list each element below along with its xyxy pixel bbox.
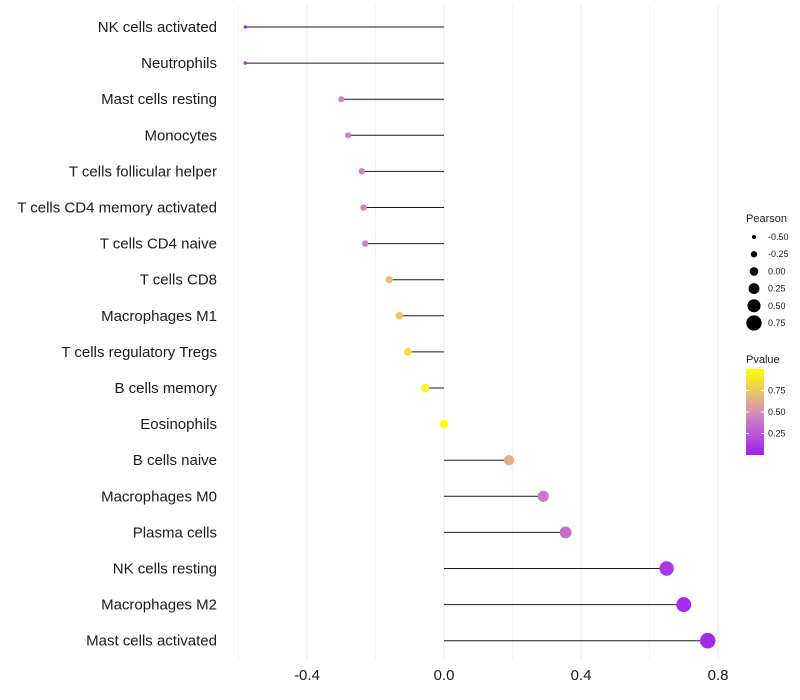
lollipop-point xyxy=(243,25,248,29)
lollipop-point xyxy=(421,383,430,393)
lollipop-point xyxy=(503,455,515,466)
pearson-legend-label: 0.00 xyxy=(768,266,786,276)
pearson-legend-key xyxy=(746,315,762,331)
category-label: Eosinophils xyxy=(140,416,217,433)
x-tick-label: 0.4 xyxy=(571,667,592,684)
category-label: NK cells activated xyxy=(98,19,217,36)
pvalue-legend: Pvalue 0.25 0.50 0.75 xyxy=(746,354,786,455)
category-labels: NK cells activated Neutrophils Mast cells … xyxy=(17,19,217,650)
lollipop-point xyxy=(345,132,352,139)
category-label: NK cells resting xyxy=(113,561,217,578)
lollipop-point xyxy=(404,348,412,356)
category-label: Mast cells resting xyxy=(101,91,217,108)
category-label: Macrophages M1 xyxy=(101,308,217,325)
category-label: T cells follicular helper xyxy=(69,163,217,180)
category-label: B cells naive xyxy=(133,452,217,469)
category-label: B cells memory xyxy=(114,380,217,397)
pearson-legend-key xyxy=(751,234,757,240)
pvalue-colorbar xyxy=(746,369,764,455)
pvalue-legend-label: 0.50 xyxy=(768,407,786,417)
x-tick-label: 0.8 xyxy=(708,667,729,684)
category-label: Macrophages M0 xyxy=(101,488,217,505)
lollipop-point xyxy=(360,204,367,211)
x-tick-label: 0.0 xyxy=(434,667,455,684)
pearson-legend-key xyxy=(750,251,758,258)
lollipop-point xyxy=(338,96,345,103)
lollipop-point xyxy=(559,526,572,539)
lollipop-point xyxy=(395,312,404,320)
pvalue-legend-label: 0.25 xyxy=(768,429,786,439)
pearson-legend-label: 0.75 xyxy=(768,318,786,328)
pearson-legend: Pearson -0.50 -0.25 0.00 0.25 0.50 0.75 xyxy=(746,213,789,331)
pearson-legend-label: -0.25 xyxy=(768,249,789,259)
category-label: Plasma cells xyxy=(133,524,217,541)
category-label: T cells CD4 naive xyxy=(100,236,217,253)
pvalue-legend-label: 0.75 xyxy=(768,386,786,396)
lollipop-stems xyxy=(245,26,708,642)
pearson-legend-key xyxy=(749,267,759,276)
lollipop-point xyxy=(699,632,716,649)
category-label: T cells CD8 xyxy=(140,272,217,289)
pearson-legend-key xyxy=(748,283,760,295)
lollipop-point xyxy=(439,419,449,429)
lollipop-point xyxy=(358,168,366,175)
lollipop-point xyxy=(361,240,369,247)
x-axis-ticks: -0.4 0.0 0.4 0.8 xyxy=(294,667,728,684)
lollipop-points xyxy=(243,25,716,649)
pearson-legend-key xyxy=(747,299,761,313)
grid-lines xyxy=(238,5,719,660)
lollipop-point xyxy=(537,490,549,502)
category-label: T cells CD4 memory activated xyxy=(17,200,217,217)
pearson-legend-label: 0.50 xyxy=(768,301,786,311)
x-tick-label: -0.4 xyxy=(294,667,320,684)
lollipop-point xyxy=(385,276,393,284)
category-label: Monocytes xyxy=(144,127,217,144)
lollipop-point xyxy=(243,61,248,65)
category-label: Macrophages M2 xyxy=(101,597,217,614)
category-label: Neutrophils xyxy=(141,55,217,72)
pvalue-legend-title: Pvalue xyxy=(746,354,780,366)
lollipop-point xyxy=(659,561,674,576)
pearson-legend-label: 0.25 xyxy=(768,284,786,294)
pearson-legend-label: -0.50 xyxy=(768,232,789,242)
category-label: Mast cells activated xyxy=(86,633,217,650)
pearson-legend-title: Pearson xyxy=(746,213,787,225)
lollipop-point xyxy=(676,597,692,613)
category-label: T cells regulatory Tregs xyxy=(61,344,217,361)
